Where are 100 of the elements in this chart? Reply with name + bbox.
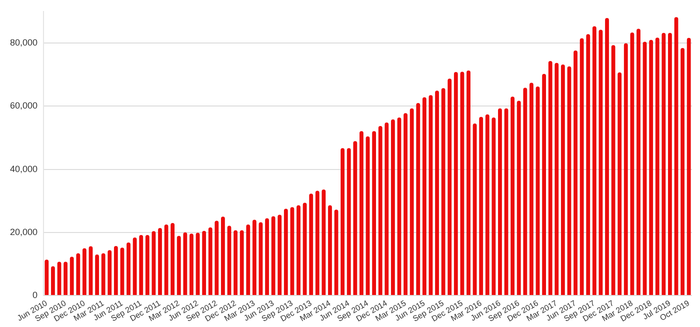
bar (70, 256, 74, 296)
bar (360, 131, 364, 296)
bar (334, 210, 338, 296)
bar (183, 232, 188, 296)
bar (416, 102, 420, 296)
bar (536, 86, 540, 296)
bar (611, 45, 616, 296)
bar (252, 220, 256, 296)
bar (422, 97, 426, 296)
bar (548, 60, 552, 296)
bar (492, 117, 496, 296)
bar (410, 108, 414, 296)
bar (240, 230, 244, 296)
bar (145, 234, 150, 296)
bar (214, 220, 219, 296)
y-tick-label: 40,000 (10, 164, 38, 174)
bar (88, 246, 93, 296)
bar (234, 230, 238, 296)
bar (441, 88, 446, 296)
bar (372, 131, 376, 296)
bar (152, 231, 156, 296)
bar (64, 262, 68, 296)
bar (57, 262, 62, 296)
bar (164, 224, 168, 296)
bar (485, 114, 490, 296)
bar (618, 72, 622, 296)
bar (668, 32, 672, 296)
bar (271, 216, 276, 296)
bar (674, 17, 678, 296)
bar (176, 236, 181, 296)
bar (686, 38, 691, 296)
bar (278, 214, 282, 296)
bar (636, 28, 640, 296)
bar (315, 190, 320, 296)
bar (460, 72, 464, 296)
bar (196, 232, 200, 296)
bar (454, 72, 458, 296)
bar (649, 40, 654, 296)
bar (202, 230, 206, 296)
bar (44, 260, 49, 296)
bar (504, 108, 508, 296)
bar (322, 189, 326, 296)
y-tick-label: 60,000 (10, 100, 38, 111)
bar (390, 119, 395, 296)
bar (466, 70, 470, 296)
bar (120, 248, 124, 296)
bar (353, 141, 358, 296)
bar (76, 253, 80, 296)
bar (340, 148, 345, 296)
bar (554, 62, 559, 296)
bar (309, 194, 314, 296)
bar (378, 126, 382, 296)
bar (108, 250, 112, 296)
bar (51, 266, 55, 296)
bar (346, 148, 351, 296)
bar (567, 66, 572, 296)
bar (132, 237, 137, 296)
bar (265, 218, 269, 296)
bar (542, 74, 546, 296)
bar (428, 95, 433, 296)
bar (284, 208, 288, 296)
bar (290, 207, 294, 296)
bar (404, 113, 408, 296)
bar (472, 123, 477, 296)
bar (655, 38, 660, 296)
bar (221, 216, 225, 296)
bar (680, 48, 685, 296)
bar (516, 100, 521, 296)
bar (642, 42, 647, 296)
y-tick-label: 0 (32, 290, 38, 300)
bar (227, 226, 232, 296)
bar (397, 117, 402, 296)
bar (530, 82, 534, 296)
bar (435, 90, 439, 296)
bar (190, 234, 194, 296)
bar (605, 18, 609, 296)
bar (384, 122, 389, 296)
bar (592, 26, 596, 296)
bar (366, 136, 370, 296)
bar (139, 234, 144, 296)
y-tick-label: 80,000 (10, 37, 38, 48)
bar (498, 108, 502, 296)
bar (574, 50, 578, 296)
bar (101, 253, 106, 296)
bar (95, 254, 99, 296)
bar (448, 78, 452, 296)
bar (624, 43, 628, 296)
bar (328, 205, 332, 296)
bar (630, 32, 634, 296)
bar (158, 228, 162, 296)
bar (510, 96, 515, 296)
bar (662, 32, 666, 296)
bar (560, 64, 565, 296)
bar (598, 30, 603, 296)
bar (170, 222, 175, 296)
bar (208, 227, 212, 296)
bar (126, 242, 130, 296)
bar (302, 202, 307, 296)
bar (114, 246, 118, 296)
bar (258, 222, 263, 296)
